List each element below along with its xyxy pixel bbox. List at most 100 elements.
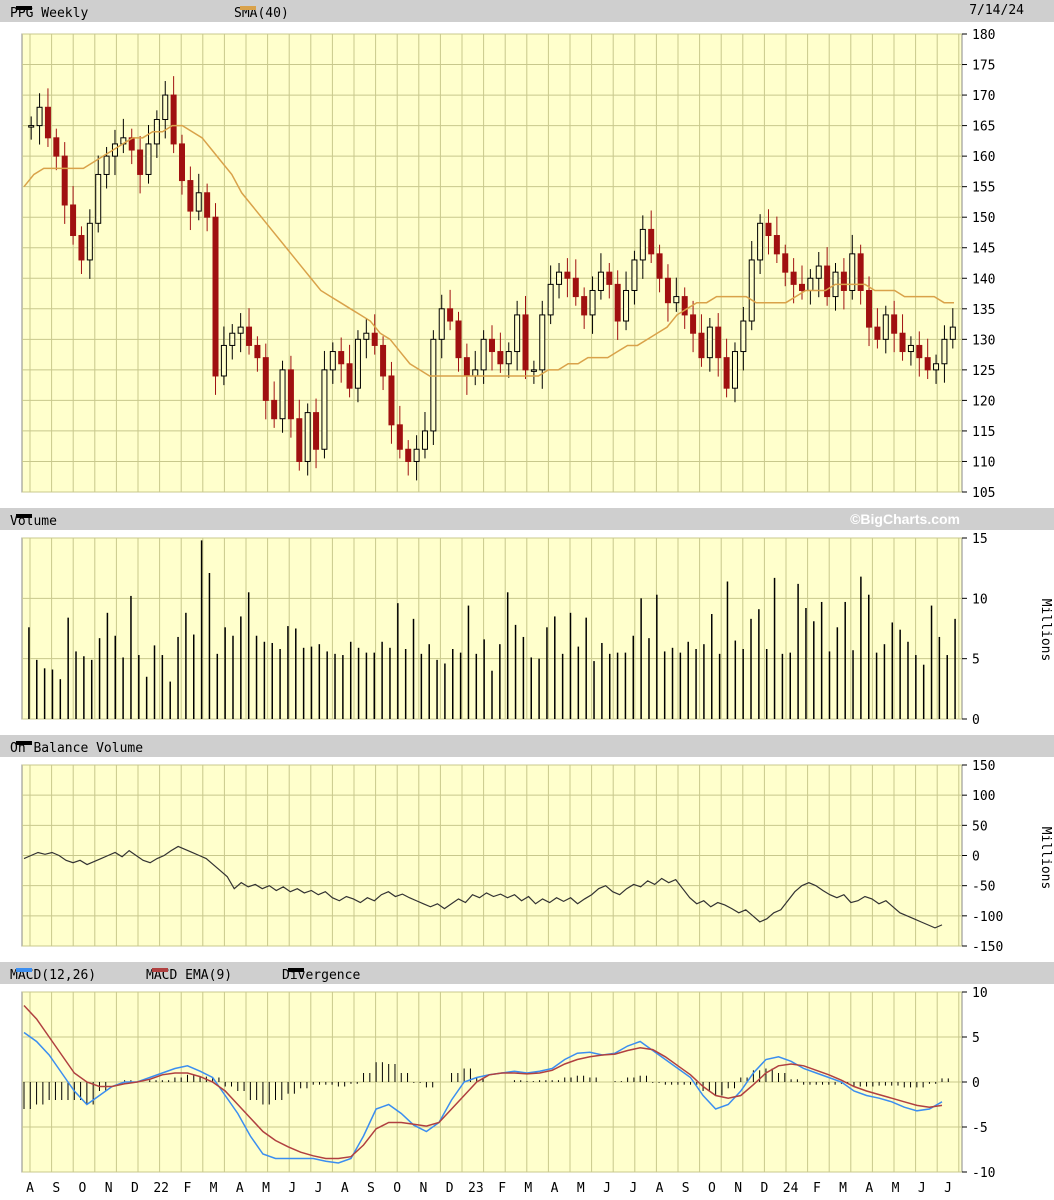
macd-ema-legend-swatch — [152, 968, 168, 972]
price-candle — [631, 259, 638, 291]
price-candle — [279, 369, 286, 420]
volume-ytick-label: 10 — [972, 592, 988, 607]
price-candle — [195, 192, 202, 212]
x-axis-label: F — [183, 1181, 191, 1196]
price-candle — [187, 180, 194, 212]
price-ytick-label: 160 — [972, 150, 995, 165]
sma-legend-swatch — [240, 6, 256, 10]
price-ytick-label: 115 — [972, 425, 995, 440]
price-candle — [346, 363, 353, 389]
price-candle — [597, 271, 604, 291]
price-candle — [807, 277, 814, 291]
price-candle — [790, 271, 797, 285]
x-axis-label: M — [262, 1181, 270, 1196]
x-axis-label: O — [708, 1181, 716, 1196]
x-axis-label: N — [105, 1181, 113, 1196]
x-axis-label: F — [498, 1181, 506, 1196]
price-candle — [287, 369, 294, 420]
price-panel-header: PPG Weekly SMA(40) 7/14/24 — [0, 0, 1054, 22]
obv-ytick-label: 50 — [972, 819, 988, 834]
macd-ytick-label: 0 — [972, 1076, 980, 1091]
price-candle — [639, 228, 646, 261]
price-candle — [949, 326, 956, 340]
x-axis-label: J — [603, 1181, 611, 1196]
price-candle — [681, 296, 688, 316]
x-axis-label: J — [944, 1181, 952, 1196]
x-axis-label: S — [367, 1181, 375, 1196]
price-ytick-label: 155 — [972, 181, 995, 196]
x-axis-label: F — [813, 1181, 821, 1196]
price-candle — [866, 289, 873, 328]
price-candle — [648, 228, 655, 255]
price-candle — [438, 308, 445, 340]
price-candle — [262, 357, 269, 401]
macd-line — [23, 1031, 943, 1164]
price-candle — [782, 253, 789, 273]
price-candle — [731, 351, 738, 389]
price-candle — [530, 369, 537, 372]
price-ytick-label: 120 — [972, 394, 995, 409]
price-candle — [137, 149, 144, 175]
price-candle — [480, 338, 487, 371]
x-axis-label: A — [236, 1181, 244, 1196]
price-candle — [522, 314, 529, 371]
price-candle — [380, 344, 387, 377]
obv-legend-swatch — [16, 741, 32, 745]
sma-line — [23, 124, 954, 377]
price-candle — [706, 326, 713, 359]
x-axis-label: J — [315, 1181, 323, 1196]
price-ytick-label: 125 — [972, 364, 995, 379]
price-candle — [924, 357, 931, 371]
price-candle — [857, 253, 864, 291]
price-candle — [53, 137, 60, 157]
x-axis-label: O — [393, 1181, 401, 1196]
price-candle — [589, 289, 596, 316]
price-candle — [564, 271, 571, 279]
obv-ytick-label: 0 — [972, 850, 980, 865]
price-ytick-label: 170 — [972, 89, 995, 104]
price-candle — [907, 344, 914, 353]
price-ytick-label: 140 — [972, 272, 995, 287]
obv-ytick-label: -50 — [972, 880, 995, 895]
price-candle — [874, 326, 881, 340]
price-candle — [61, 155, 68, 206]
price-candle — [765, 222, 772, 237]
price-candle — [237, 326, 244, 334]
price-candle — [899, 332, 906, 353]
price-candle — [698, 332, 705, 359]
obv-unit-label: Millions — [1038, 827, 1053, 890]
price-candle — [891, 314, 898, 334]
volume-panel-header: Volume ©BigCharts.com — [0, 508, 1054, 530]
price-candle — [204, 192, 211, 218]
price-candle — [497, 351, 504, 365]
x-axis-label: S — [52, 1181, 60, 1196]
price-candle — [849, 253, 856, 291]
price-candle — [229, 332, 236, 346]
price-candle — [740, 320, 747, 353]
price-candle — [572, 277, 579, 298]
obv-ytick-label: 150 — [972, 759, 995, 774]
obv-panel-header: On Balance Volume — [0, 735, 1054, 757]
x-axis-label: J — [629, 1181, 637, 1196]
obv-label: On Balance Volume — [10, 741, 144, 756]
price-candle — [363, 332, 370, 340]
price-candle — [673, 296, 680, 304]
price-candle — [145, 143, 152, 175]
macd-legend-swatch — [16, 968, 32, 972]
price-candle — [313, 412, 320, 450]
volume-legend-swatch — [16, 514, 32, 518]
x-axis-label: D — [131, 1181, 139, 1196]
price-candle — [28, 125, 35, 128]
price-candle — [430, 338, 437, 432]
x-axis-label: S — [682, 1181, 690, 1196]
price-candle — [212, 216, 219, 377]
obv-ytick-label: -150 — [972, 940, 1003, 955]
price-ytick-label: 145 — [972, 242, 995, 257]
x-axis-label: O — [79, 1181, 87, 1196]
x-axis-label: A — [341, 1181, 349, 1196]
x-axis-label: 22 — [153, 1181, 169, 1196]
x-axis-label: 24 — [783, 1181, 799, 1196]
x-axis-label: M — [577, 1181, 585, 1196]
price-candle — [321, 369, 328, 450]
